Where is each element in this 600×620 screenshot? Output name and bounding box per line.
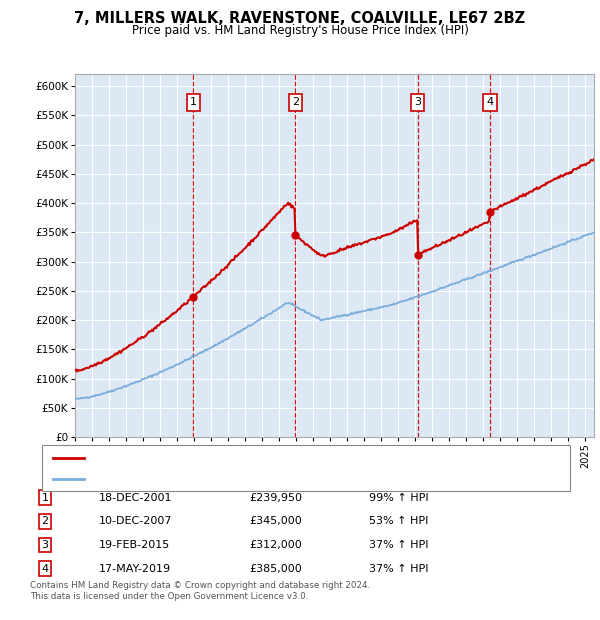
Text: This data is licensed under the Open Government Licence v3.0.: This data is licensed under the Open Gov…	[30, 592, 308, 601]
Text: Price paid vs. HM Land Registry's House Price Index (HPI): Price paid vs. HM Land Registry's House …	[131, 24, 469, 37]
Text: 7, MILLERS WALK, RAVENSTONE, COALVILLE, LE67 2BZ (detached house): 7, MILLERS WALK, RAVENSTONE, COALVILLE, …	[87, 453, 450, 463]
Text: 1: 1	[190, 97, 197, 107]
Text: 53% ↑ HPI: 53% ↑ HPI	[369, 516, 428, 526]
Text: HPI: Average price, detached house, North West Leicestershire: HPI: Average price, detached house, Nort…	[87, 474, 400, 484]
Text: 37% ↑ HPI: 37% ↑ HPI	[369, 540, 428, 550]
Text: 3: 3	[414, 97, 421, 107]
Text: 17-MAY-2019: 17-MAY-2019	[99, 564, 171, 574]
Text: 4: 4	[486, 97, 493, 107]
Text: 18-DEC-2001: 18-DEC-2001	[99, 493, 173, 503]
Text: Contains HM Land Registry data © Crown copyright and database right 2024.: Contains HM Land Registry data © Crown c…	[30, 581, 370, 590]
Text: 19-FEB-2015: 19-FEB-2015	[99, 540, 170, 550]
Text: £239,950: £239,950	[249, 493, 302, 503]
Text: 3: 3	[41, 540, 49, 550]
Text: 2: 2	[292, 97, 299, 107]
Text: 37% ↑ HPI: 37% ↑ HPI	[369, 564, 428, 574]
Text: 4: 4	[41, 564, 49, 574]
Text: 1: 1	[41, 493, 49, 503]
Text: 10-DEC-2007: 10-DEC-2007	[99, 516, 173, 526]
Text: £385,000: £385,000	[249, 564, 302, 574]
Text: 2: 2	[41, 516, 49, 526]
Text: £345,000: £345,000	[249, 516, 302, 526]
Text: £312,000: £312,000	[249, 540, 302, 550]
Text: 7, MILLERS WALK, RAVENSTONE, COALVILLE, LE67 2BZ: 7, MILLERS WALK, RAVENSTONE, COALVILLE, …	[74, 11, 526, 26]
Text: 99% ↑ HPI: 99% ↑ HPI	[369, 493, 428, 503]
